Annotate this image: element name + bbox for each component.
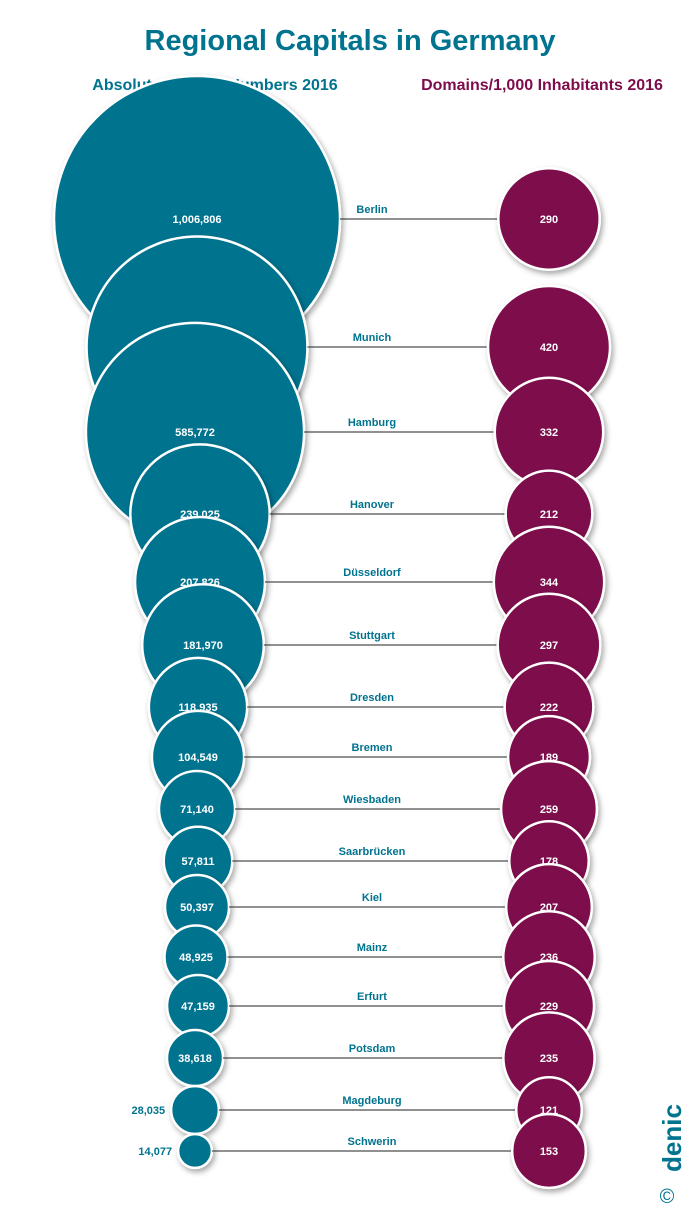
per-capita-value-label-dusseldorf: 344 bbox=[540, 577, 559, 589]
absolute-value-label-wiesbaden: 71,140 bbox=[180, 804, 214, 816]
per-capita-bubble-berlin bbox=[497, 167, 601, 271]
logo-text: denic bbox=[657, 1104, 687, 1172]
city-label-magdeburg: Magdeburg bbox=[342, 1095, 401, 1107]
absolute-value-label-bremen: 104,549 bbox=[178, 752, 218, 764]
absolute-bubble-magdeburg bbox=[169, 1084, 221, 1136]
per-capita-value-label-munich: 420 bbox=[540, 342, 558, 354]
city-label-wiesbaden: Wiesbaden bbox=[343, 794, 401, 806]
copyright-symbol: © bbox=[660, 1186, 675, 1208]
per-capita-bubbles: 2904203322123442972221892591782072362292… bbox=[486, 167, 612, 1190]
city-label-bremen: Bremen bbox=[352, 742, 393, 754]
city-label-dresden: Dresden bbox=[350, 692, 394, 704]
city-label-potsdam: Potsdam bbox=[349, 1043, 396, 1055]
absolute-value-label-hamburg: 585,772 bbox=[175, 427, 215, 439]
chart-title: Regional Capitals in Germany bbox=[145, 25, 556, 57]
per-capita-value-label-dresden: 222 bbox=[540, 702, 558, 714]
connector-lines: Berlin Munich Hamburg Hanover Düsseldorf Stut… bbox=[211, 204, 517, 1152]
per-capita-value-label-potsdam: 235 bbox=[540, 1053, 558, 1065]
city-label-berlin: Berlin bbox=[356, 204, 387, 216]
per-capita-value-label-schwerin: 153 bbox=[540, 1146, 558, 1158]
absolute-value-label-mainz: 48,925 bbox=[179, 952, 213, 964]
city-label-saarbrucken: Saarbrücken bbox=[339, 846, 406, 858]
absolute-value-label-berlin: 1,006,806 bbox=[173, 214, 222, 226]
per-capita-value-label-hanover: 212 bbox=[540, 509, 558, 521]
city-label-dusseldorf: Düsseldorf bbox=[343, 567, 401, 579]
per-capita-value-label-wiesbaden: 259 bbox=[540, 804, 558, 816]
per-capita-value-label-stuttgart: 297 bbox=[540, 640, 558, 652]
city-label-munich: Munich bbox=[353, 332, 392, 344]
per-capita-value-label-berlin: 290 bbox=[540, 214, 558, 226]
city-label-stuttgart: Stuttgart bbox=[349, 630, 395, 642]
absolute-bubbles: 1,006,806600,538585,772239,025207,826181… bbox=[52, 74, 342, 1170]
city-label-hanover: Hanover bbox=[350, 499, 395, 511]
absolute-value-label-magdeburg: 28,035 bbox=[131, 1105, 165, 1117]
per-capita-value-label-erfurt: 229 bbox=[540, 1001, 558, 1013]
absolute-value-label-erfurt: 47,159 bbox=[181, 1001, 215, 1013]
absolute-value-label-potsdam: 38,618 bbox=[178, 1053, 212, 1065]
city-label-kiel: Kiel bbox=[362, 892, 382, 904]
absolute-value-label-kiel: 50,397 bbox=[180, 902, 214, 914]
city-label-mainz: Mainz bbox=[357, 942, 388, 954]
city-label-erfurt: Erfurt bbox=[357, 991, 387, 1003]
absolute-value-label-schwerin: 14,077 bbox=[138, 1146, 172, 1158]
city-label-schwerin: Schwerin bbox=[348, 1136, 397, 1148]
right-heading: Domains/1,000 Inhabitants 2016 bbox=[421, 77, 663, 94]
per-capita-bubble-schwerin bbox=[510, 1112, 588, 1190]
city-label-hamburg: Hamburg bbox=[348, 417, 396, 429]
denic-logo: denic © bbox=[657, 1104, 687, 1208]
absolute-bubble-schwerin bbox=[176, 1132, 214, 1170]
absolute-value-label-saarbrucken: 57,811 bbox=[181, 856, 214, 868]
per-capita-value-label-hamburg: 332 bbox=[540, 427, 558, 439]
absolute-value-label-stuttgart: 181,970 bbox=[183, 640, 223, 652]
